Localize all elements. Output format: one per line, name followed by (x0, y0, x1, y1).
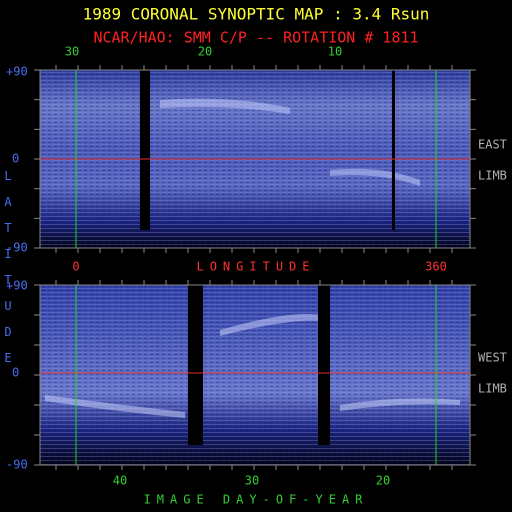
y-tick-label: 0 (12, 366, 19, 380)
y-tick-label: 0 (12, 152, 19, 166)
subtitle: NCAR/HAO: SMM C/P -- ROTATION # 1811 (93, 29, 418, 47)
x-tick-label: 10 (328, 45, 342, 59)
title: 1989 CORONAL SYNOPTIC MAP : 3.4 Rsun (83, 5, 430, 24)
data-gap (140, 70, 150, 230)
side-label: EAST (478, 138, 507, 152)
data-gap (392, 70, 395, 230)
x-tick-label: 20 (376, 474, 390, 488)
bottom-panel (39, 284, 471, 466)
data-gap (188, 285, 203, 445)
data-gap (318, 285, 330, 445)
x-axis-label: IMAGE DAY-OF-YEAR (144, 493, 369, 507)
x-tick-label: 360 (425, 260, 447, 274)
x-tick-label: 30 (245, 474, 259, 488)
y-tick-label: +90 (6, 65, 28, 79)
x-tick-label: 0 (72, 260, 79, 274)
y-tick-label: -90 (6, 241, 28, 255)
y-tick-label: +90 (6, 279, 28, 293)
side-label: LIMB (478, 382, 507, 396)
y-tick-label: -90 (6, 458, 28, 472)
x-axis-label: LONGITUDE (196, 260, 315, 274)
side-label: WEST (478, 351, 507, 365)
heatmap-texture (40, 285, 470, 465)
x-tick-label: 20 (198, 45, 212, 59)
side-label: LIMB (478, 169, 507, 183)
x-tick-label: 40 (113, 474, 127, 488)
tick-marks (34, 65, 476, 470)
x-tick-label: 30 (65, 45, 79, 59)
top-panel (39, 69, 471, 249)
